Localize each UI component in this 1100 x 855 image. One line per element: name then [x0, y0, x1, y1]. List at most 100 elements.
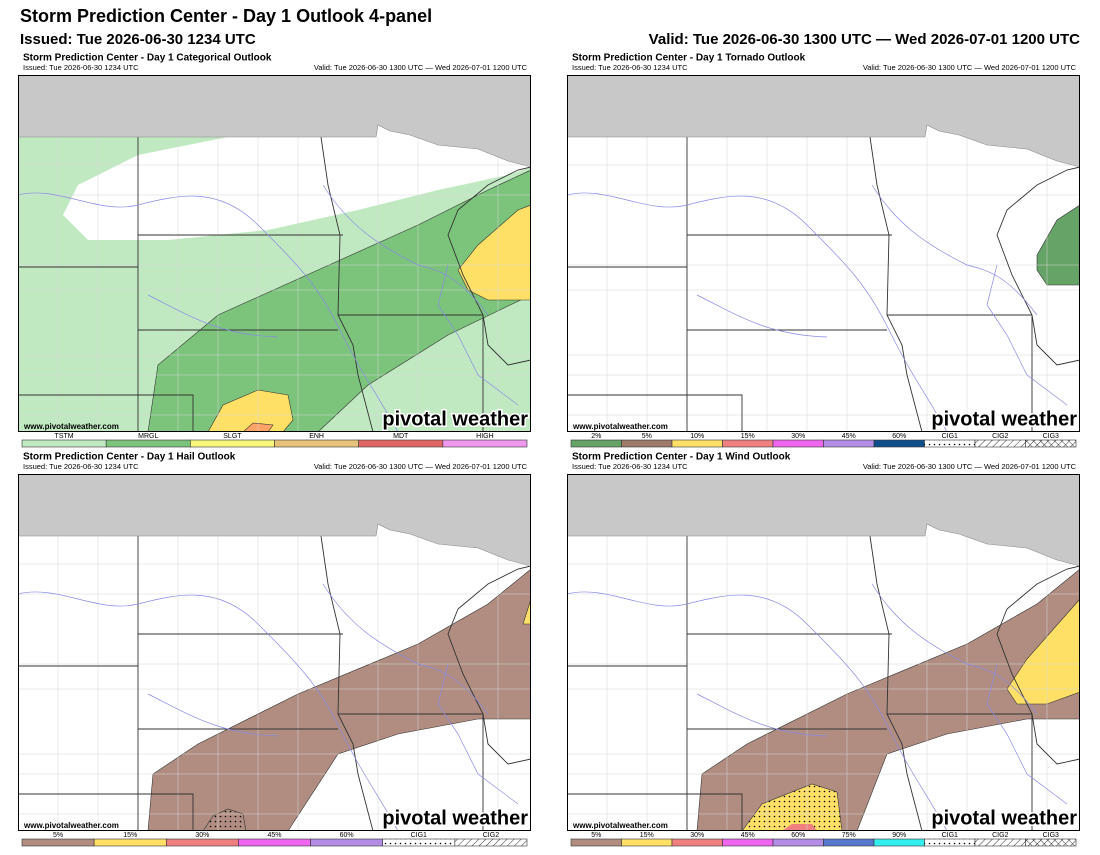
legend-swatch: [823, 439, 875, 448]
map: www.pivotalweather.com pivotal weather: [18, 474, 531, 831]
panel-title: Storm Prediction Center - Day 1 Wind Out…: [572, 452, 791, 463]
valid: Valid: Tue 2026-06-30 1300 UTC — Wed 202…: [649, 31, 1080, 48]
legend-label: 90%: [892, 832, 906, 839]
legend-swatch: [621, 439, 673, 448]
legend-label: CIG2: [992, 433, 1008, 440]
legend-swatch: [873, 439, 925, 448]
legend-swatch: [165, 838, 239, 847]
legend-pattern: [382, 839, 455, 846]
legend-swatch: [671, 838, 723, 847]
legend-swatch: [772, 838, 824, 847]
legend-swatch: [722, 838, 774, 847]
legend-pattern: [1025, 839, 1076, 846]
legend-label: CIG1: [942, 433, 958, 440]
risk-areas: [18, 136, 531, 432]
legend-swatch: [238, 838, 311, 847]
legend-swatch: [274, 439, 359, 448]
watermark: www.pivotalweather.com: [572, 422, 668, 431]
legend-label: 15%: [640, 832, 654, 839]
legend-label: 45%: [741, 832, 755, 839]
legend-label: 45%: [842, 433, 856, 440]
legend-label: SLGT: [223, 433, 242, 440]
legend-label: HIGH: [476, 433, 494, 440]
page-title: Storm Prediction Center - Day 1 Outlook …: [20, 6, 432, 26]
map-border: [18, 75, 531, 432]
logo: pivotal weather: [382, 807, 528, 829]
panel-title: Storm Prediction Center - Day 1 Hail Out…: [23, 452, 236, 463]
panel: Storm Prediction Center - Day 1 Hail Out…: [18, 452, 531, 847]
legend-pattern: [975, 440, 1026, 447]
panel-issued: Issued: Tue 2026-06-30 1234 UTC: [23, 63, 139, 72]
legend-label: CIG3: [1043, 433, 1059, 440]
logo: pivotal weather: [931, 807, 1077, 829]
panel-issued: Issued: Tue 2026-06-30 1234 UTC: [572, 462, 688, 471]
legend-label: CIG3: [1043, 832, 1059, 839]
panel-issued: Issued: Tue 2026-06-30 1234 UTC: [572, 63, 688, 72]
panel-valid: Valid: Tue 2026-06-30 1300 UTC — Wed 202…: [863, 63, 1077, 72]
legend-label: 5%: [642, 433, 652, 440]
panel-issued: Issued: Tue 2026-06-30 1234 UTC: [23, 462, 139, 471]
legend-label: 5%: [591, 832, 601, 839]
issued: Issued: Tue 2026-06-30 1234 UTC: [20, 31, 256, 48]
legend-label: 30%: [195, 832, 209, 839]
legend-swatch: [873, 838, 925, 847]
map: www.pivotalweather.com pivotal weather: [18, 75, 531, 432]
watermark: www.pivotalweather.com: [23, 422, 119, 431]
legend-pattern: [924, 440, 975, 447]
panel-title: Storm Prediction Center - Day 1 Tornado …: [572, 53, 806, 64]
legend-label: 75%: [842, 832, 856, 839]
panel: Storm Prediction Center - Day 1 Categori…: [18, 53, 531, 448]
legend-swatch: [190, 439, 275, 448]
legend-label: ENH: [309, 433, 324, 440]
map: www.pivotalweather.com pivotal weather: [567, 474, 1080, 831]
legend-swatch: [570, 838, 622, 847]
map-border: [567, 75, 1080, 432]
legend-swatch: [105, 439, 191, 448]
panel-valid: Valid: Tue 2026-06-30 1300 UTC — Wed 202…: [314, 63, 528, 72]
legend-label: 30%: [690, 832, 704, 839]
legend-label: CIG1: [942, 832, 958, 839]
legend-label: 60%: [791, 832, 805, 839]
legend-label: CIG1: [411, 832, 427, 839]
logo: pivotal weather: [931, 408, 1077, 430]
legend-label: MDT: [393, 433, 409, 440]
panel-valid: Valid: Tue 2026-06-30 1300 UTC — Wed 202…: [314, 462, 528, 471]
legend-swatch: [722, 439, 774, 448]
legend-label: CIG2: [483, 832, 499, 839]
watermark: www.pivotalweather.com: [23, 821, 119, 830]
panel-valid: Valid: Tue 2026-06-30 1300 UTC — Wed 202…: [863, 462, 1077, 471]
legend-label: MRGL: [138, 433, 158, 440]
legend-swatch: [310, 838, 384, 847]
logo: pivotal weather: [382, 408, 528, 430]
legend-label: 30%: [791, 433, 805, 440]
watermark: www.pivotalweather.com: [572, 821, 668, 830]
legend-swatch: [621, 838, 673, 847]
legend-swatch: [570, 439, 622, 448]
legend-pattern: [975, 839, 1026, 846]
legend-swatch: [358, 439, 444, 448]
legend-label: 15%: [741, 433, 755, 440]
legend-label: 5%: [53, 832, 63, 839]
legend-label: CIG2: [992, 832, 1008, 839]
legend-swatch: [671, 439, 723, 448]
map: www.pivotalweather.com pivotal weather: [567, 75, 1080, 432]
legend-swatch: [442, 439, 528, 448]
legend-pattern: [924, 839, 975, 846]
legend-label: 45%: [267, 832, 281, 839]
legend-pattern: [454, 839, 527, 846]
legend-label: TSTM: [55, 433, 74, 440]
panel: Storm Prediction Center - Day 1 Tornado …: [567, 53, 1080, 448]
legend-swatch: [21, 439, 107, 448]
panel: Storm Prediction Center - Day 1 Wind Out…: [567, 452, 1080, 847]
legend-label: 10%: [690, 433, 704, 440]
legend-label: 2%: [591, 433, 601, 440]
legend-label: 15%: [123, 832, 137, 839]
legend-pattern: [1025, 440, 1076, 447]
legend-label: 60%: [892, 433, 906, 440]
map-border: [18, 474, 531, 831]
legend-swatch: [21, 838, 95, 847]
panel-title: Storm Prediction Center - Day 1 Categori…: [23, 53, 272, 64]
legend-label: 60%: [340, 832, 354, 839]
